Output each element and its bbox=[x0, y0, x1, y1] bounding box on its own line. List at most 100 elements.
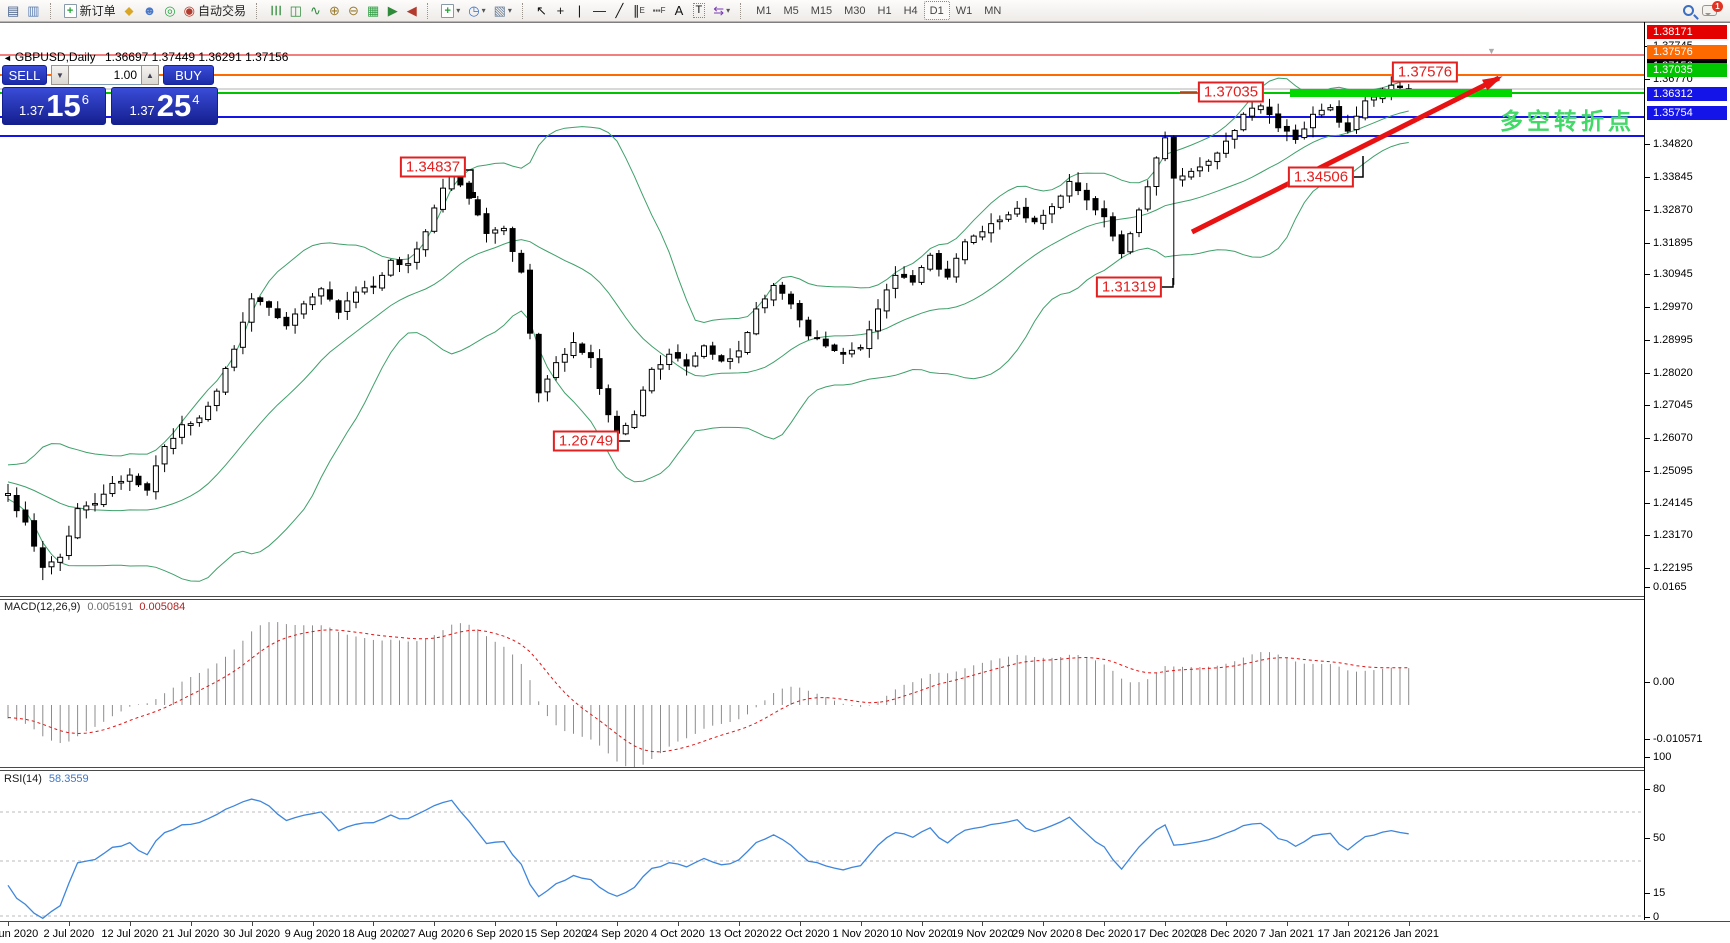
new-order-button[interactable]: + 新订单 bbox=[60, 1, 120, 20]
price-annotation[interactable]: 1.26749 bbox=[552, 430, 620, 452]
axis-tickmark bbox=[1645, 682, 1650, 683]
sell-button[interactable]: SELL bbox=[2, 65, 47, 85]
periods-button[interactable]: ◷ ▾ bbox=[464, 1, 489, 20]
macd-axis[interactable]: 0.0165 0.00 -0.010571 bbox=[1645, 575, 1730, 745]
date-label: 10 Nov 2020 bbox=[890, 928, 953, 940]
timeframe-m15[interactable]: M15 bbox=[810, 4, 833, 17]
axis-tickmark bbox=[1645, 587, 1650, 588]
line-chart-icon[interactable]: ∿ bbox=[310, 3, 321, 18]
bull-bear-turning-point-note[interactable]: 多空转折点 bbox=[1500, 108, 1635, 134]
axis-tickmark bbox=[1645, 307, 1650, 308]
chevron-down-icon: ▾ bbox=[507, 6, 512, 15]
macd-signal-value: 0.005084 bbox=[139, 601, 186, 613]
toolbar: ▤ ▥ + 新订单 ⬥ ☻ ◎ ◉ 自动交易 ☰ ◫ ∿ ⊕ ⊖ ▦ ▶ ◀ bbox=[0, 0, 1730, 22]
chart-shift-marker[interactable]: ▼ bbox=[1487, 46, 1496, 56]
rsi-tick-label: 100 bbox=[1653, 751, 1672, 763]
axis-tickmark bbox=[1645, 438, 1650, 439]
price-annotation[interactable]: 1.34837 bbox=[399, 156, 467, 178]
auto-trading-button[interactable]: ◉ 自动交易 bbox=[180, 1, 250, 20]
window-icon[interactable]: ▤ bbox=[7, 3, 20, 18]
price-tick-label: 1.34820 bbox=[1653, 138, 1693, 150]
chart-symbol-period: GBPUSD,Daily bbox=[14, 50, 96, 64]
new-order-icon: + bbox=[63, 3, 77, 18]
text-tool[interactable]: A bbox=[674, 3, 684, 18]
rsi-tick-label: 15 bbox=[1653, 887, 1666, 899]
signals-icon[interactable]: ◎ bbox=[164, 3, 176, 18]
axis-tickmark bbox=[1645, 243, 1650, 244]
timeframe-mn[interactable]: MN bbox=[984, 4, 1002, 17]
sell-price-button[interactable]: 1.37 15 6 bbox=[2, 87, 106, 125]
rsi-value: 58.3559 bbox=[48, 773, 89, 785]
candlestick-chart-icon[interactable]: ◫ bbox=[289, 3, 302, 18]
horizontal-line-tool[interactable]: — bbox=[592, 3, 606, 18]
auto-scroll-icon[interactable]: ▶ bbox=[387, 3, 398, 18]
text-label-tool[interactable]: T bbox=[689, 1, 710, 20]
axis-tickmark bbox=[1645, 503, 1650, 504]
sell-price-base: 1.37 bbox=[18, 103, 45, 118]
crosshair-tool[interactable]: + bbox=[556, 3, 565, 18]
timeframe-w1[interactable]: W1 bbox=[955, 4, 973, 17]
volume-input[interactable] bbox=[69, 65, 141, 85]
date-label: 2 Jul 2020 bbox=[43, 928, 95, 940]
auto-trading-label: 自动交易 bbox=[197, 4, 246, 18]
template-button[interactable]: ▧ ▾ bbox=[490, 1, 516, 20]
timeframe-m5[interactable]: M5 bbox=[783, 4, 799, 17]
zoom-out-icon[interactable]: ⊖ bbox=[348, 3, 359, 18]
search-icon[interactable] bbox=[1679, 1, 1698, 20]
arrows-tool[interactable]: ⇆ ▾ bbox=[713, 3, 731, 18]
date-tickmark bbox=[495, 922, 497, 926]
cursor-tool[interactable]: ↖ bbox=[535, 3, 547, 18]
axis-tickmark bbox=[1645, 144, 1650, 145]
bar-chart-icon[interactable]: ☰ bbox=[268, 4, 284, 17]
macd-indicator-canvas[interactable] bbox=[0, 600, 1644, 768]
date-tickmark bbox=[799, 922, 801, 926]
date-label: 17 Dec 2020 bbox=[1133, 928, 1197, 940]
zoom-in-icon[interactable]: ⊕ bbox=[329, 3, 340, 18]
date-label: 15 Sep 2020 bbox=[524, 928, 588, 940]
market-watch-icon[interactable]: ▥ bbox=[27, 3, 40, 18]
rsi-indicator-canvas[interactable] bbox=[0, 771, 1644, 941]
timeframe-m1[interactable]: M1 bbox=[756, 4, 772, 17]
rsi-axis[interactable]: 100 80 50 15 0 bbox=[1645, 745, 1730, 923]
price-axis[interactable]: 1.377451.367701.348201.338451.328701.318… bbox=[1645, 22, 1730, 575]
price-annotation[interactable]: 1.34506 bbox=[1287, 166, 1355, 188]
date-tickmark bbox=[312, 922, 314, 926]
macd-main-value: 0.005191 bbox=[87, 601, 134, 613]
panel-separator[interactable] bbox=[0, 596, 1644, 600]
accounts-icon[interactable]: ☻ bbox=[142, 3, 157, 18]
fibonacci-tool[interactable]: ┅ F bbox=[652, 3, 666, 18]
tile-windows-icon[interactable]: ▦ bbox=[366, 3, 380, 18]
volume-decrease-button[interactable]: ▼ bbox=[51, 65, 69, 85]
buy-price-button[interactable]: 1.37 25 4 bbox=[111, 87, 218, 125]
buy-button[interactable]: BUY bbox=[163, 65, 214, 85]
axis-tickmark bbox=[1645, 210, 1650, 211]
notifications-button[interactable]: 1 bbox=[1698, 1, 1723, 20]
indicators-button[interactable]: + ▾ bbox=[437, 1, 464, 20]
channel-tool[interactable]: ∥ E bbox=[632, 3, 645, 18]
price-highlight-label: 1.36312 bbox=[1647, 87, 1727, 101]
eraser-icon[interactable]: ⬥ bbox=[124, 3, 134, 18]
price-annotation[interactable]: 1.31319 bbox=[1095, 276, 1163, 298]
timeframe-h1[interactable]: H1 bbox=[877, 4, 892, 17]
volume-increase-button[interactable]: ▲ bbox=[141, 65, 159, 85]
price-annotation[interactable]: 1.37576 bbox=[1391, 61, 1459, 83]
price-highlight-label: 1.35754 bbox=[1647, 106, 1727, 120]
timeframe-d1[interactable]: D1 bbox=[923, 1, 950, 20]
trendline-tool[interactable]: ╱ bbox=[615, 3, 624, 18]
rsi-tick-label: 50 bbox=[1653, 832, 1666, 844]
panel-separator[interactable] bbox=[0, 767, 1644, 771]
date-label: 9 Aug 2020 bbox=[284, 928, 341, 940]
chart-shift-icon[interactable]: ◀ bbox=[406, 3, 417, 18]
chart-window[interactable]: ◄ GBPUSD,Daily 1.36697 1.37449 1.36291 1.… bbox=[0, 22, 1730, 943]
timeframe-m30[interactable]: M30 bbox=[844, 4, 866, 17]
sell-price-pips: 15 bbox=[46, 88, 81, 123]
date-tickmark bbox=[129, 922, 131, 926]
price-chart-canvas[interactable] bbox=[0, 46, 1644, 596]
price-annotation[interactable]: 1.37035 bbox=[1197, 81, 1265, 103]
timeframe-h4[interactable]: H4 bbox=[903, 4, 918, 17]
vertical-line-tool[interactable]: | bbox=[577, 3, 582, 18]
price-tick-label: 1.28020 bbox=[1653, 367, 1693, 379]
axis-tickmark bbox=[1645, 739, 1650, 740]
